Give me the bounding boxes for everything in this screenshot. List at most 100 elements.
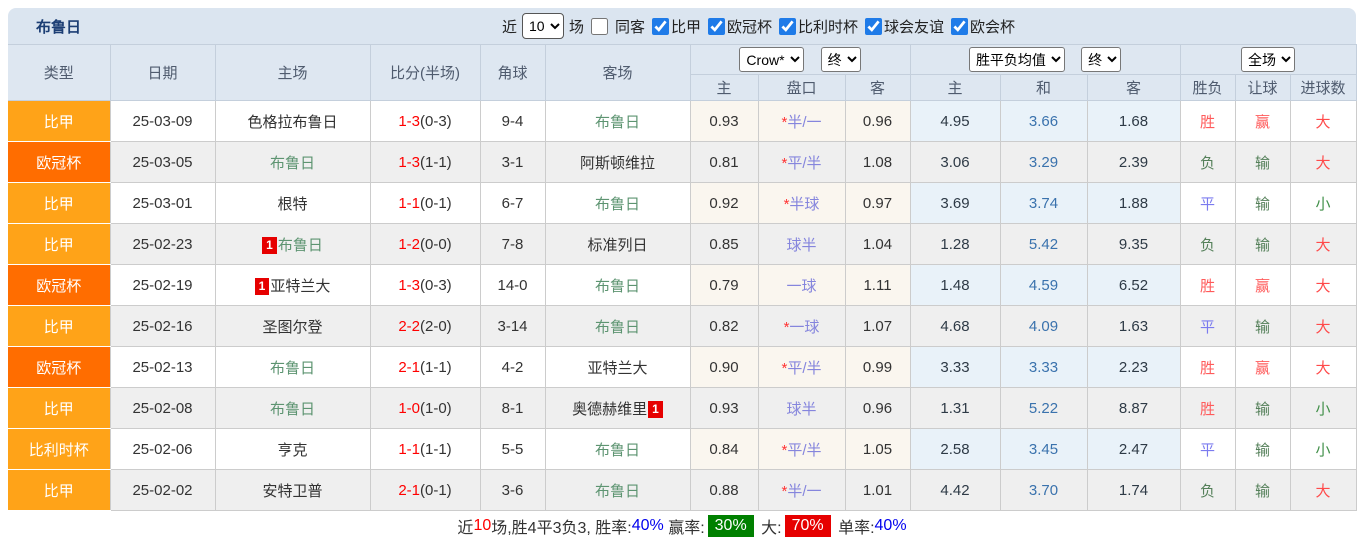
avg-type-select[interactable]: 胜平负均值 [968,47,1065,72]
handicap-asterisk: * [781,441,788,459]
summary-part: 40% [631,516,664,534]
let-result-cell: 输 [1234,182,1291,224]
bookmaker-select[interactable]: Crow* [739,47,805,72]
match-date-cell: 25-03-05 [109,141,216,183]
match-type-cell: 比甲 [8,387,111,429]
away-team-name: 布鲁日 [594,441,640,459]
fulltime-score: 2-1 [398,358,420,376]
corner-cell: 3-1 [479,141,546,183]
away-team-name: 亚特兰大 [587,359,648,377]
odds-home-cell: 0.82 [689,305,759,347]
match-date-cell: 25-02-02 [109,469,216,511]
league-filter-conference: 欧会杯 [949,16,1015,37]
match-type-cell: 比甲 [8,305,111,347]
fulltime-score: 1-3 [398,276,420,294]
result-cell: 负 [1179,469,1236,511]
table-row: 比甲 25-03-01 根特 1-1(0-1) 6-7 布鲁日 0.92 *半球 0.97 3.6… [8,182,1357,224]
odds-away-cell: 1.04 [844,223,911,265]
table-row: 比甲 25-02-02 安特卫普 2-1(0-1) 3-6 布鲁日 0.88 *半/一 1.01… [8,469,1357,511]
scope-select[interactable]: 全场 [1241,47,1296,72]
league-checkbox[interactable] [951,17,969,35]
avg-draw-cell: 3.29 [999,141,1088,183]
match-rows: 比甲 25-03-09 色格拉布鲁日 1-3(0-3) 9-4 布鲁日 0.93 *半/一 0.… [8,100,1357,511]
home-team-name: 圣图尔登 [262,318,323,336]
odds-away-cell: 0.96 [844,387,911,429]
odds-away-cell: 1.01 [844,469,911,511]
league-checkbox[interactable] [865,17,883,35]
let-result-cell: 输 [1234,305,1291,347]
avg-home-cell: 4.95 [909,100,1001,142]
league-checkbox[interactable] [779,17,797,35]
home-team-cell: 布鲁日 [214,387,371,429]
handicap-asterisk: * [781,359,788,377]
avg-draw-cell: 3.33 [999,346,1088,388]
odds-time-select[interactable]: 终 [820,47,861,72]
table-row: 比甲 25-03-09 色格拉布鲁日 1-3(0-3) 9-4 布鲁日 0.93 *半/一 0.… [8,100,1357,142]
match-date-cell: 25-02-19 [109,264,216,306]
match-date-cell: 25-02-06 [109,428,216,470]
panel-header: 布鲁日 近 10 场 同客 比甲 欧冠杯 比利时杯 球会友谊 [8,8,1356,44]
league-label: 比利时杯 [798,18,859,36]
summary-part: 赢率: [663,519,705,537]
home-team-name: 根特 [277,195,308,213]
avg-draw-cell: 3.66 [999,100,1088,142]
match-type-cell: 欧冠杯 [8,264,111,306]
home-team-cell: 亨克 [214,428,371,470]
match-type-cell: 欧冠杯 [8,346,111,388]
handicap-cell: *半球 [757,182,846,224]
avg-time-select[interactable]: 终 [1081,47,1122,72]
handicap-text: 平/半 [787,154,822,172]
table-row: 欧冠杯 25-03-05 布鲁日 1-3(1-1) 3-1 阿斯顿维拉 0.81 *平/半 1.… [8,141,1357,183]
fulltime-score: 2-2 [398,317,420,335]
handicap-asterisk: * [781,113,788,131]
handicap-cell: 球半 [757,223,846,265]
match-date-cell: 25-02-16 [109,305,216,347]
result-cell: 胜 [1179,346,1236,388]
match-type-cell: 比甲 [8,182,111,224]
col-date-header: 日期 [109,44,216,101]
league-checkbox[interactable] [708,17,725,35]
handicap-text: 一球 [786,277,817,295]
avg-home-cell: 1.48 [909,264,1001,306]
away-team-cell: 奥德赫维里 1 [544,387,691,429]
let-result-cell: 输 [1234,141,1291,183]
away-team-cell: 布鲁日 [544,428,691,470]
avg-away-cell: 2.47 [1086,428,1181,470]
handicap-text: 半球 [789,195,820,213]
halftime-score: (0-1) [420,481,452,499]
league-filter-friendly: 球会友谊 [863,16,944,37]
col-score-header: 比分(半场) [369,44,481,101]
handicap-cell: *平/半 [757,141,846,183]
red-card-badge: 1 [262,236,277,254]
odds-away-cell: 1.07 [844,305,911,347]
corner-cell: 14-0 [479,264,546,306]
odds-home-cell: 0.84 [689,428,759,470]
avg-home-cell: 3.69 [909,182,1001,224]
corner-cell: 4-2 [479,346,546,388]
let-result-cell: 输 [1234,223,1291,265]
home-team-cell: 圣图尔登 [214,305,371,347]
summary-part: 10 [473,516,492,534]
league-checkbox[interactable] [651,17,669,35]
odds-away-cell: 1.11 [844,264,911,306]
result-cell: 胜 [1179,264,1236,306]
table-row: 比甲 25-02-23 1 布鲁日 1-2(0-0) 7-8 标准列日 0.85 球半 1.04 1… [8,223,1357,265]
odds-home-cell: 0.81 [689,141,759,183]
halftime-score: (1-0) [420,399,452,417]
let-result-cell: 赢 [1234,100,1291,142]
let-result-cell: 赢 [1234,264,1291,306]
away-team-cell: 布鲁日 [544,182,691,224]
odds-home-cell: 0.90 [689,346,759,388]
home-team-name: 亨克 [277,441,308,459]
let-result-cell: 输 [1234,469,1291,511]
avg-away-cell: 1.74 [1086,469,1181,511]
stats-panel: 布鲁日 近 10 场 同客 比甲 欧冠杯 比利时杯 球会友谊 [8,8,1357,540]
goals-result-cell: 大 [1289,141,1357,183]
away-team-name: 布鲁日 [594,277,640,295]
halftime-score: (0-3) [420,276,452,294]
home-team-cell: 布鲁日 [214,141,371,183]
same-away-checkbox[interactable] [590,17,608,35]
col-avg-draw-header: 和 [999,74,1088,101]
table-row: 比甲 25-02-08 布鲁日 1-0(1-0) 8-1 奥德赫维里 1 0.93 球半 0.96… [8,387,1357,429]
recent-count-select[interactable]: 10 [521,13,564,39]
